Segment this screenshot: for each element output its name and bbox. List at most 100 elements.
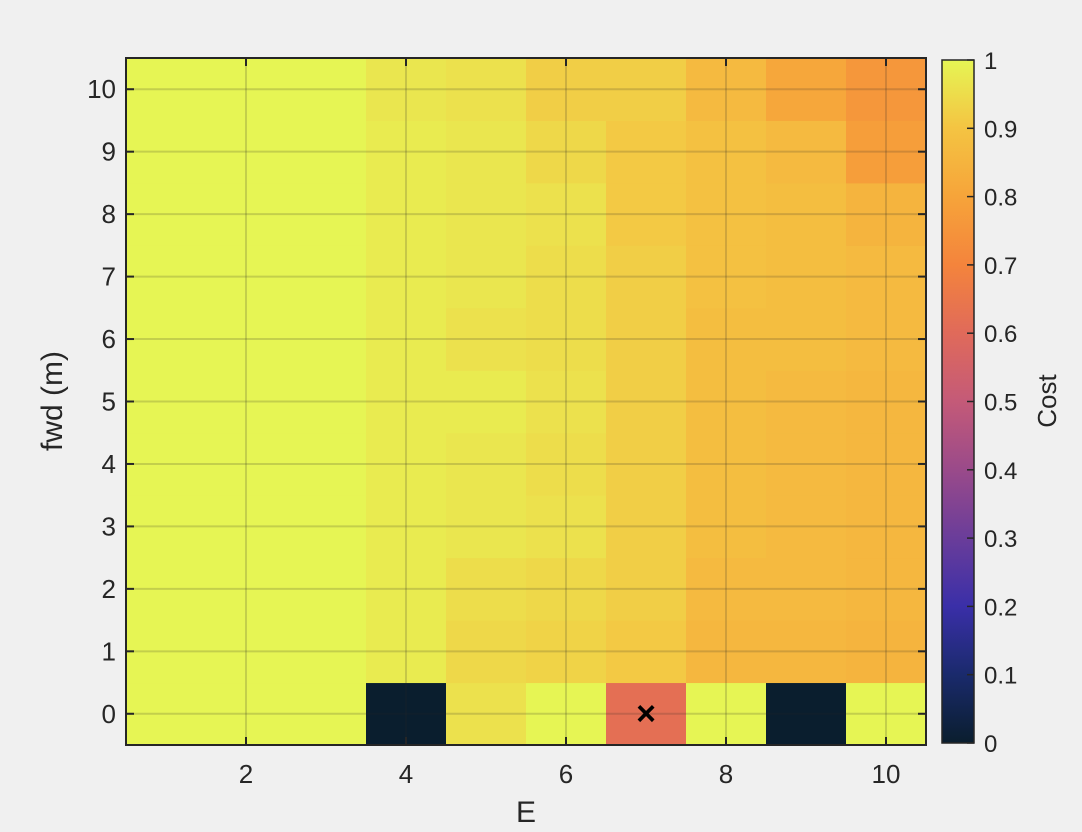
heatmap-cell xyxy=(526,58,607,121)
heatmap-cell xyxy=(286,432,367,496)
colorbar-label: Cost xyxy=(1032,373,1062,427)
heatmap-cell xyxy=(846,620,927,684)
heatmap-cell xyxy=(126,682,207,746)
heatmap-cell xyxy=(446,182,527,246)
heatmap-cell xyxy=(446,58,527,121)
heatmap-cell xyxy=(686,557,767,621)
heatmap-cell xyxy=(286,307,367,371)
heatmap-cell xyxy=(686,370,767,434)
heatmap-cell xyxy=(606,620,687,684)
heatmap-cell xyxy=(126,432,207,496)
y-tick-label: 1 xyxy=(102,636,116,666)
heatmap-cell xyxy=(526,432,607,496)
heatmap-cell xyxy=(526,682,607,746)
heatmap-cell xyxy=(766,432,847,496)
heatmap-cell xyxy=(446,432,527,496)
heatmap-cell xyxy=(606,432,687,496)
heatmap-cell xyxy=(606,182,687,246)
y-tick-label: 10 xyxy=(87,74,116,104)
heatmap-cell xyxy=(126,58,207,121)
heatmap-cell xyxy=(446,245,527,309)
heatmap-cell xyxy=(526,307,607,371)
heatmap-cell xyxy=(446,495,527,559)
heatmap-cell xyxy=(286,120,367,184)
heatmap-cell xyxy=(846,495,927,559)
heatmap-cell xyxy=(766,245,847,309)
heatmap-cell xyxy=(206,58,287,121)
heatmap-cell xyxy=(606,370,687,434)
heatmap-cell xyxy=(206,307,287,371)
heatmap-cell xyxy=(126,120,207,184)
heatmap-cell xyxy=(766,620,847,684)
heatmap-cell xyxy=(686,245,767,309)
heatmap-cell xyxy=(366,557,447,621)
heatmap-cell xyxy=(446,120,527,184)
heatmap-cell xyxy=(446,370,527,434)
heatmap-cell xyxy=(606,307,687,371)
heatmap-cell xyxy=(606,58,687,121)
heatmap-cell xyxy=(766,307,847,371)
heatmap-cell xyxy=(446,557,527,621)
heatmap-cell xyxy=(286,58,367,121)
x-axis-ticks: 2 4 6 8 10 xyxy=(239,58,900,789)
colorbar-tick-label: 0.2 xyxy=(984,594,1017,621)
heatmap-cell xyxy=(846,432,927,496)
heatmap-cell xyxy=(126,620,207,684)
y-tick-label: 9 xyxy=(102,137,116,167)
heatmap-cell xyxy=(846,307,927,371)
x-tick-label: 6 xyxy=(559,759,573,789)
heatmap-cell xyxy=(206,370,287,434)
marker-symbol: × xyxy=(636,695,656,733)
heatmap-cell xyxy=(766,682,847,746)
heatmap-cell xyxy=(766,120,847,184)
heatmap-cell xyxy=(126,245,207,309)
heatmap-cell xyxy=(446,682,527,746)
x-axis-label: E xyxy=(516,796,536,829)
colorbar-tick-label: 0 xyxy=(984,731,997,758)
heatmap-cell xyxy=(366,432,447,496)
heatmap-cell xyxy=(206,620,287,684)
heatmap-cell xyxy=(366,120,447,184)
heatmap-cell xyxy=(286,182,367,246)
heatmap-cell xyxy=(686,58,767,121)
heatmap-cell xyxy=(206,682,287,746)
heatmap-cell xyxy=(366,182,447,246)
heatmap-cell xyxy=(286,682,367,746)
colorbar: 0 0.1 0.2 0.3 0.4 0.5 0.6 0.7 0.8 0.9 1 xyxy=(941,48,1017,758)
colorbar-tick-label: 0.9 xyxy=(984,116,1017,143)
heatmap-cell xyxy=(286,557,367,621)
colorbar-tick-label: 0.1 xyxy=(984,663,1017,690)
heatmap-cell xyxy=(206,182,287,246)
heatmap-cell xyxy=(366,58,447,121)
heatmap-cell xyxy=(766,557,847,621)
heatmap-cell xyxy=(366,682,447,746)
y-tick-label: 8 xyxy=(102,199,116,229)
colorbar-tick-label: 0.3 xyxy=(984,526,1017,553)
heatmap-cell xyxy=(606,245,687,309)
grid-lines xyxy=(126,58,926,745)
heatmap-cell xyxy=(366,370,447,434)
heatmap-cell xyxy=(766,182,847,246)
colorbar-tick-label: 0.4 xyxy=(984,458,1017,485)
heatmap-cell xyxy=(846,58,927,121)
heatmap-cell xyxy=(686,307,767,371)
heatmap-cell xyxy=(526,120,607,184)
heatmap-cell xyxy=(366,620,447,684)
heatmap-cell xyxy=(526,557,607,621)
heatmap-cell xyxy=(846,120,927,184)
heatmap-cell xyxy=(366,495,447,559)
heatmap-cell xyxy=(606,682,687,746)
y-tick-label: 6 xyxy=(102,324,116,354)
heatmap-cell xyxy=(126,370,207,434)
colorbar-tick-label: 0.7 xyxy=(984,253,1017,280)
heatmap-cells xyxy=(126,58,927,746)
x-tick-label: 4 xyxy=(399,759,413,789)
y-axis-ticks: 0 1 2 3 4 5 6 7 8 9 10 xyxy=(87,74,926,729)
heatmap-cell xyxy=(526,620,607,684)
x-tick-label: 8 xyxy=(719,759,733,789)
min-cost-marker: × xyxy=(636,695,656,733)
heatmap-cell xyxy=(526,245,607,309)
heatmap-cell xyxy=(126,182,207,246)
heatmap-cell xyxy=(766,370,847,434)
heatmap-cell xyxy=(606,495,687,559)
